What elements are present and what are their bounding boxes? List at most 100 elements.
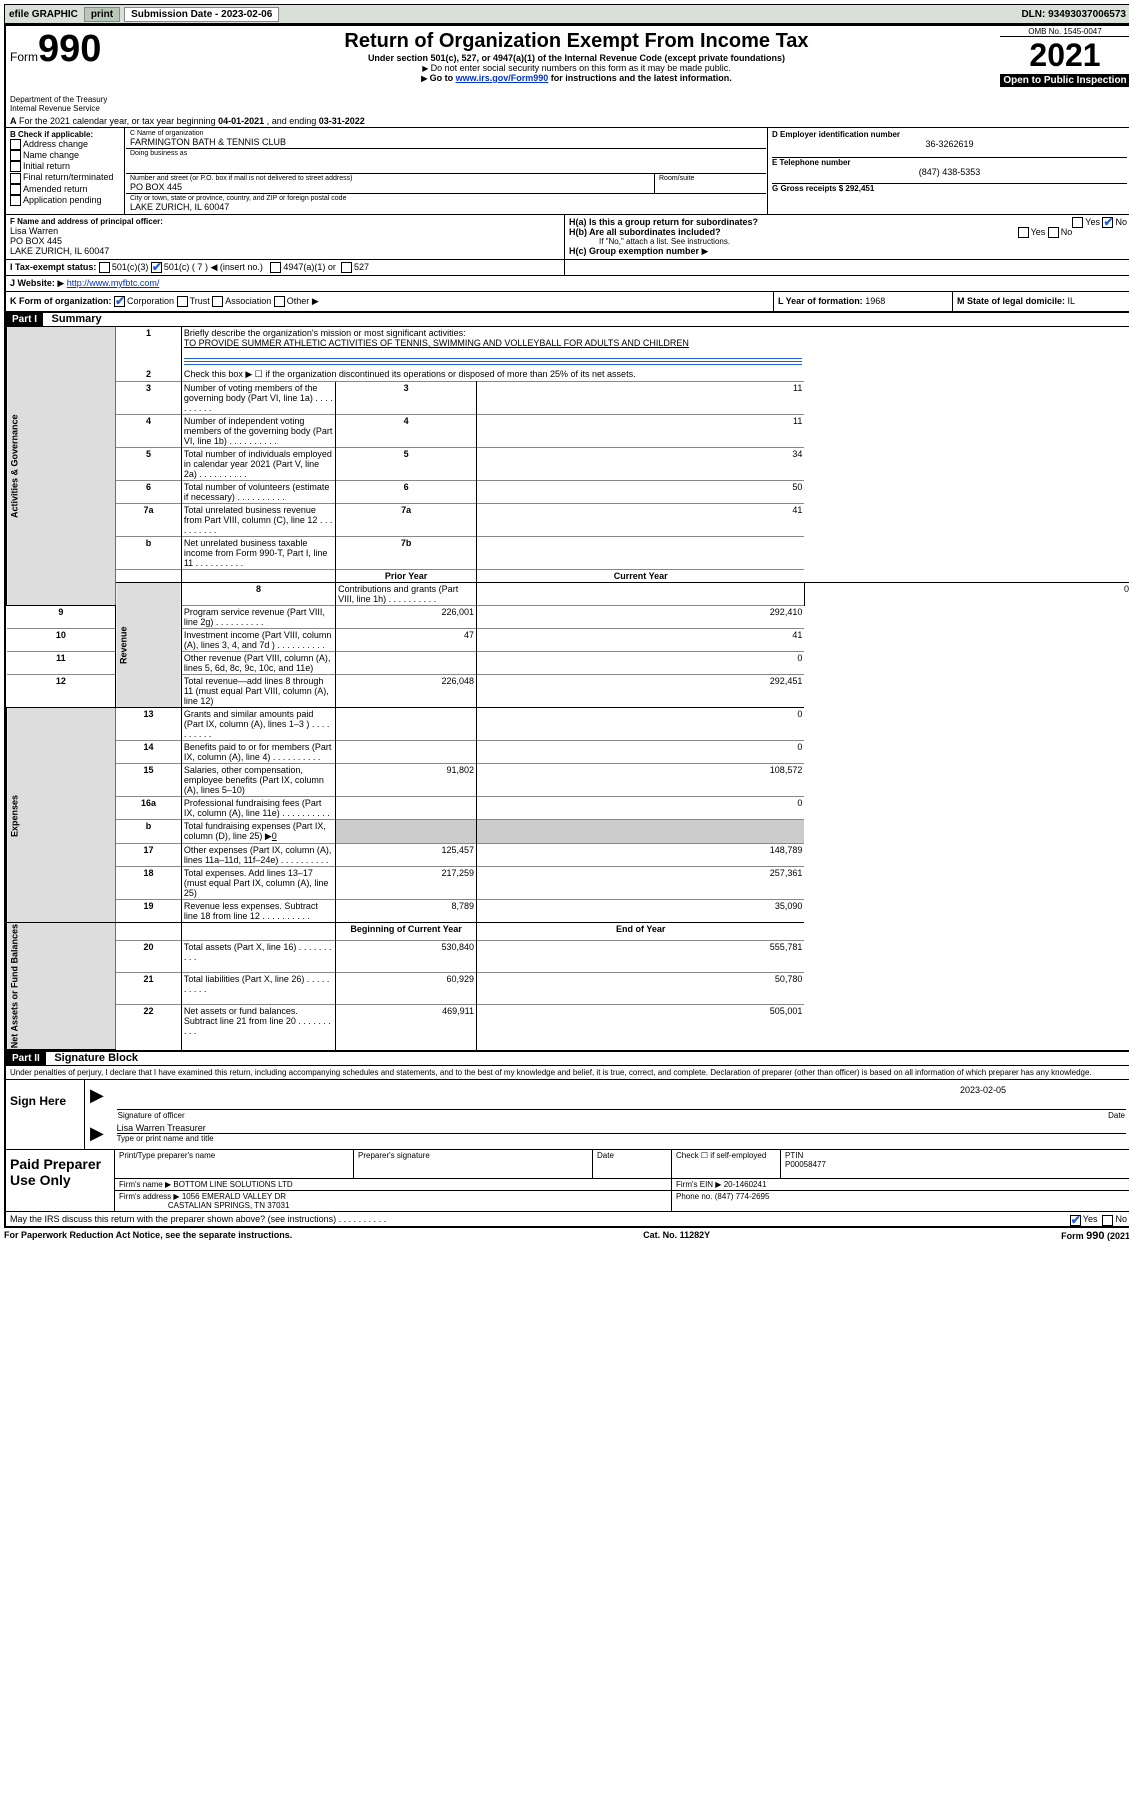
gov-3-val: 11 (477, 382, 805, 415)
officer-print-label: Type or print name and title (117, 1134, 1126, 1143)
gov-7a-val: 41 (477, 504, 805, 537)
form-outer: Form990 Department of the Treasury Inter… (4, 24, 1129, 1228)
i-527[interactable] (341, 262, 352, 273)
sign-here-block: Sign Here ▶ 2023-02-05 Signature of offi… (6, 1079, 1129, 1149)
ha-yes[interactable] (1072, 217, 1083, 228)
form-title: Return of Organization Exempt From Incom… (158, 30, 995, 53)
discuss-yes[interactable] (1070, 1215, 1081, 1226)
i-4947[interactable] (270, 262, 281, 273)
F-label: F Name and address of principal officer: (10, 217, 560, 226)
self-emp-label: Check ☐ if self-employed (672, 1150, 781, 1179)
city-value: LAKE ZURICH, IL 60047 (130, 202, 762, 212)
sig-date-val: 2023-02-05 (117, 1085, 1126, 1095)
rev-8: Contributions and grants (Part VIII, lin… (336, 583, 477, 606)
i-501c3[interactable] (99, 262, 110, 273)
phone-value: (847) 438-5353 (772, 167, 1127, 177)
room-label: Room/suite (659, 175, 762, 182)
exp-15: Salaries, other compensation, employee b… (181, 764, 335, 797)
discuss-line: May the IRS discuss this return with the… (6, 1211, 1129, 1226)
net-22: Net assets or fund balances. Subtract li… (181, 1005, 335, 1050)
city-label: City or town, state or province, country… (130, 195, 762, 202)
irs-link[interactable]: www.irs.gov/Form990 (456, 73, 549, 83)
prep-phone: (847) 774-2695 (715, 1192, 770, 1201)
sig-officer-label: Signature of officer (117, 1110, 924, 1121)
firm-addr1: 1056 EMERALD VALLEY DR (182, 1192, 286, 1201)
hb-yes[interactable] (1018, 227, 1029, 238)
gov-5: Total number of individuals employed in … (181, 448, 335, 481)
gov-5-val: 34 (477, 448, 805, 481)
rev-9: Program service revenue (Part VIII, line… (181, 606, 335, 629)
b-opt-0: Address change (10, 139, 120, 150)
side-gov: Activities & Governance (7, 327, 116, 606)
k-other[interactable] (274, 296, 285, 307)
checkbox-amended[interactable] (10, 184, 21, 195)
street-value: PO BOX 445 (130, 182, 650, 192)
exp-16b: Total fundraising expenses (Part IX, col… (181, 820, 335, 844)
C-name-label: C Name of organization (130, 130, 762, 137)
dln: DLN: 93493037006573 (1021, 9, 1129, 20)
q1: Briefly describe the organization's miss… (184, 328, 466, 338)
side-net: Net Assets or Fund Balances (7, 923, 116, 1050)
gov-6-val: 50 (477, 481, 805, 504)
block-B-G: B Check if applicable: Address change Na… (6, 128, 1129, 214)
Hb: H(b) Are all subordinates included? Yes … (569, 227, 1127, 237)
i-501c[interactable] (151, 262, 162, 273)
Hc: H(c) Group exemption number ▶ (569, 246, 1127, 257)
prep-name-label: Print/Type preparer's name (115, 1150, 354, 1179)
efile-label: efile GRAPHIC (5, 9, 82, 20)
rev-12: Total revenue—add lines 8 through 11 (mu… (181, 675, 335, 708)
discuss-no[interactable] (1102, 1215, 1113, 1226)
officer-street: PO BOX 445 (10, 236, 560, 246)
print-button[interactable]: print (84, 7, 120, 22)
summary-table: Activities & Governance 1 Briefly descri… (6, 326, 1129, 1050)
exp-17: Other expenses (Part IX, column (A), lin… (181, 844, 335, 867)
checkbox-name[interactable] (10, 150, 21, 161)
footer-right: Form 990 (2021) (1061, 1230, 1129, 1242)
website-link[interactable]: http://www.myfbtc.com/ (67, 278, 160, 288)
form-header: Form990 Department of the Treasury Inter… (6, 26, 1129, 115)
rev-10: Investment income (Part VIII, column (A)… (181, 629, 335, 652)
checkbox-initial[interactable] (10, 161, 21, 172)
col-prior: Prior Year (336, 570, 477, 583)
paid-label: Paid Preparer Use Only (6, 1150, 115, 1212)
ha-no[interactable] (1102, 217, 1113, 228)
gov-7b-val (477, 537, 805, 570)
org-name: FARMINGTON BATH & TENNIS CLUB (130, 137, 762, 147)
k-assoc[interactable] (212, 296, 223, 307)
rev-11: Other revenue (Part VIII, column (A), li… (181, 652, 335, 675)
line-A: A For the 2021 calendar year, or tax yea… (6, 115, 1129, 128)
officer-print: Lisa Warren Treasurer (117, 1123, 1126, 1134)
E-label: E Telephone number (772, 157, 1127, 167)
checkbox-address[interactable] (10, 139, 21, 150)
topbar: efile GRAPHIC print Submission Date - 20… (4, 4, 1129, 24)
irs-label: Internal Revenue Service (10, 104, 150, 113)
officer-city: LAKE ZURICH, IL 60047 (10, 246, 560, 256)
k-trust[interactable] (177, 296, 188, 307)
k-corp[interactable] (114, 296, 125, 307)
officer-name: Lisa Warren (10, 226, 560, 236)
hb-no[interactable] (1048, 227, 1059, 238)
col-end: End of Year (477, 923, 805, 941)
firm-name: BOTTOM LINE SOLUTIONS LTD (173, 1180, 292, 1189)
q2: Check this box ▶ ☐ if the organization d… (181, 368, 804, 382)
submission-date: Submission Date - 2023-02-06 (124, 7, 279, 22)
side-exp: Expenses (7, 708, 116, 923)
gov-4-val: 11 (477, 415, 805, 448)
checkbox-final[interactable] (10, 173, 21, 184)
checkbox-pending[interactable] (10, 195, 21, 206)
gov-4: Number of independent voting members of … (181, 415, 335, 448)
form-label: Form990 (10, 28, 150, 71)
part-ii-header: Part II Signature Block (6, 1050, 1129, 1065)
q1-answer: TO PROVIDE SUMMER ATHLETIC ACTIVITIES OF… (184, 338, 689, 348)
exp-19: Revenue less expenses. Subtract line 18 … (181, 900, 335, 923)
exp-16a: Professional fundraising fees (Part IX, … (181, 797, 335, 820)
gov-7a: Total unrelated business revenue from Pa… (181, 504, 335, 537)
b-opt-5: Application pending (10, 195, 120, 206)
tax-year: 2021 (1000, 37, 1129, 74)
gov-6: Total number of volunteers (estimate if … (181, 481, 335, 504)
part-i-header: Part I Summary (6, 311, 1129, 326)
prep-sig-label: Preparer's signature (354, 1150, 593, 1179)
instr-1: Do not enter social security numbers on … (158, 63, 995, 73)
line-I: I Tax-exempt status: 501(c)(3) 501(c) ( … (6, 259, 1129, 275)
line-KLM: K Form of organization: Corporation Trus… (6, 292, 1129, 311)
